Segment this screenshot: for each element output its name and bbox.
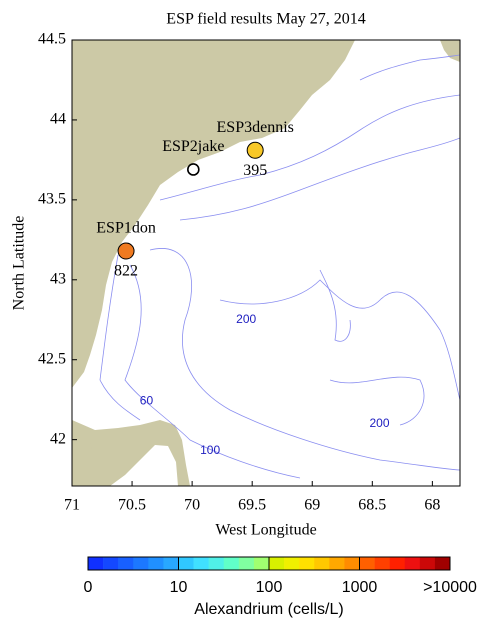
colorbar-swatch	[299, 557, 315, 570]
island	[440, 40, 460, 62]
station-name: ESP2jake	[162, 138, 224, 155]
colorbar-swatch	[284, 557, 300, 570]
colorbar-swatch	[148, 557, 164, 570]
contour-label: 200	[236, 312, 256, 326]
colorbar-swatch	[314, 557, 330, 570]
colorbar-tick-label: 100	[256, 579, 283, 596]
island	[90, 440, 112, 449]
colorbar-label: Alexandrium (cells/L)	[194, 601, 343, 618]
y-axis-label: North Latitude	[11, 216, 28, 311]
y-tick-label: 43	[50, 270, 66, 287]
station-value: 395	[243, 162, 267, 179]
station-value: 822	[114, 263, 138, 280]
colorbar-tick-label: 1000	[342, 579, 378, 596]
y-tick-label: 42	[50, 430, 66, 447]
colorbar-swatch	[208, 557, 225, 570]
colorbar-swatch	[374, 557, 390, 570]
y-tick-label: 44	[50, 111, 66, 128]
colorbar-swatch	[163, 557, 179, 570]
colorbar-swatch	[253, 557, 270, 570]
colorbar-swatch	[329, 557, 345, 570]
station-name: ESP1don	[96, 220, 156, 237]
colorbar-swatch	[223, 557, 240, 570]
y-tick-label: 43.5	[38, 191, 66, 208]
x-tick-label: 69.5	[238, 497, 266, 514]
contour-label: 200	[370, 416, 390, 430]
colorbar-swatch	[269, 557, 285, 570]
colorbar-swatch	[178, 557, 194, 570]
plot-frame	[71, 39, 461, 487]
colorbar-tick-label: 10	[170, 579, 188, 596]
colorbar-swatch	[193, 557, 209, 570]
x-tick-label: 68.5	[358, 497, 386, 514]
colorbar-swatch	[103, 557, 119, 570]
colorbar-swatch	[344, 557, 360, 570]
x-tick-label: 68	[424, 497, 440, 514]
station-name: ESP3dennis	[217, 119, 294, 136]
x-tick-label: 70	[184, 497, 200, 514]
station-marker	[246, 141, 264, 159]
station-marker	[117, 242, 135, 260]
cape-cod	[72, 420, 190, 486]
contour-label: 60	[140, 393, 154, 407]
colorbar-tick-label: 0	[84, 579, 93, 596]
colorbar-swatch	[389, 557, 406, 570]
colorbar-swatch	[118, 557, 134, 570]
colorbar-swatch	[88, 557, 104, 570]
colorbar-swatch	[404, 557, 421, 570]
station-marker	[187, 163, 200, 176]
y-tick-label: 42.5	[38, 350, 66, 367]
colorbar-swatch	[434, 557, 451, 570]
contour-label: 100	[200, 443, 220, 457]
colorbar-swatch	[133, 557, 149, 570]
colorbar-swatch	[238, 557, 255, 570]
y-tick-label: 44.5	[38, 31, 66, 48]
colorbar-swatch	[419, 557, 436, 570]
map-title: ESP field results May 27, 2014	[166, 11, 365, 28]
depth-contours	[99, 54, 460, 479]
x-axis-label: West Longitude	[215, 522, 316, 539]
colorbar-tick-label: >10000	[423, 579, 477, 596]
land	[72, 40, 355, 388]
x-tick-label: 71	[64, 497, 80, 514]
x-tick-label: 69	[304, 497, 320, 514]
x-tick-label: 70.5	[118, 497, 146, 514]
colorbar-swatch	[359, 557, 375, 570]
basemap	[72, 40, 460, 486]
